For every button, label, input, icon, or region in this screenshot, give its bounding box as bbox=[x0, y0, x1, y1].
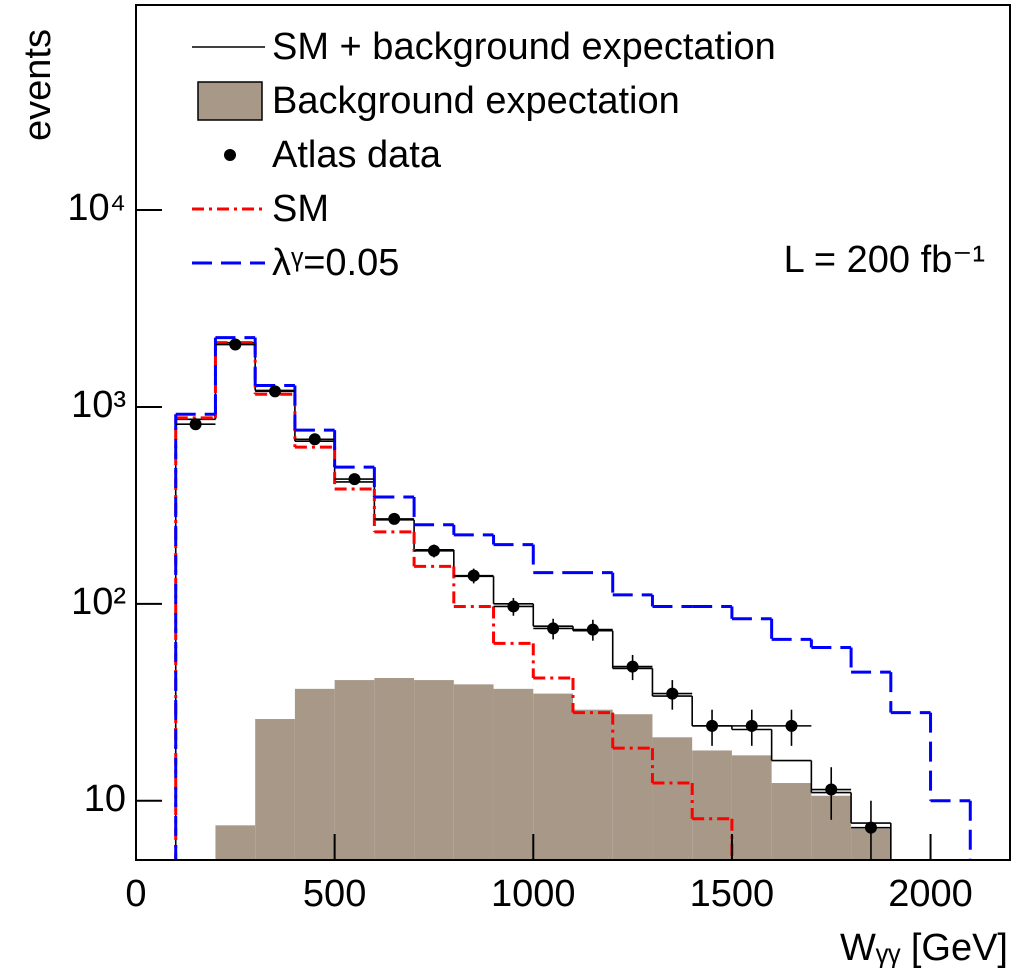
legend-entry: SM + background expectation bbox=[192, 26, 776, 68]
x-tick-label: 500 bbox=[303, 873, 366, 915]
data-point bbox=[626, 660, 639, 673]
legend-entry: λᵞ=0.05 bbox=[192, 242, 399, 284]
x-tick-label: 0 bbox=[125, 873, 146, 915]
data-point bbox=[269, 385, 282, 398]
x-tick-label: 1000 bbox=[491, 873, 576, 915]
data-point bbox=[666, 687, 679, 700]
bar bbox=[414, 680, 454, 860]
data-point bbox=[427, 544, 440, 557]
data-point bbox=[388, 512, 401, 525]
frame bbox=[135, 4, 1011, 861]
bar bbox=[652, 737, 693, 860]
data-point bbox=[507, 600, 520, 613]
x-axis-label: Wᵧᵧ [GeV] bbox=[840, 927, 1008, 969]
bar bbox=[453, 684, 494, 860]
x-tick-label: 1500 bbox=[690, 873, 775, 915]
legend-swatch bbox=[224, 149, 236, 161]
y-tick-label: 10² bbox=[71, 581, 126, 623]
y-tick-label: 10³ bbox=[71, 384, 126, 426]
data-point bbox=[229, 338, 242, 351]
data-point bbox=[785, 719, 798, 732]
data-point bbox=[189, 418, 202, 431]
legend-entry: Atlas data bbox=[224, 134, 442, 176]
bar bbox=[215, 825, 256, 860]
legend-label: Background expectation bbox=[272, 80, 680, 122]
bar bbox=[255, 719, 295, 860]
data-point bbox=[706, 719, 719, 732]
x-tick-label: 2000 bbox=[888, 873, 973, 915]
bar bbox=[612, 714, 653, 860]
y-tick-label: 10⁴ bbox=[67, 187, 126, 229]
annotation: L = 200 fb⁻¹ bbox=[784, 239, 985, 281]
data-point bbox=[467, 569, 480, 582]
bar bbox=[533, 693, 573, 860]
data-point bbox=[308, 433, 321, 446]
legend: SM + background expectation Background ex… bbox=[192, 26, 776, 284]
plot-area bbox=[174, 336, 972, 860]
y-axis-label: events bbox=[17, 29, 59, 141]
y-tick-label: 10 bbox=[84, 778, 126, 820]
legend-label: Atlas data bbox=[272, 134, 442, 176]
bar bbox=[294, 688, 335, 860]
bar bbox=[573, 709, 613, 860]
bar bbox=[334, 680, 375, 860]
bar bbox=[771, 783, 812, 860]
legend-label: SM + background expectation bbox=[272, 26, 776, 68]
bar bbox=[493, 688, 534, 860]
data-point bbox=[547, 622, 560, 635]
data-point bbox=[586, 623, 599, 636]
legend-swatch bbox=[197, 81, 263, 121]
bar bbox=[374, 678, 415, 860]
data-point bbox=[745, 719, 758, 732]
bar bbox=[692, 750, 732, 860]
legend-label: λᵞ=0.05 bbox=[272, 242, 399, 284]
legend-entry: Background expectation bbox=[197, 80, 680, 122]
bar bbox=[731, 755, 772, 860]
legend-entry: SM bbox=[192, 188, 329, 230]
data-point bbox=[825, 783, 838, 796]
data-point bbox=[864, 821, 877, 834]
legend-label: SM bbox=[272, 188, 329, 230]
data-point bbox=[348, 473, 361, 486]
